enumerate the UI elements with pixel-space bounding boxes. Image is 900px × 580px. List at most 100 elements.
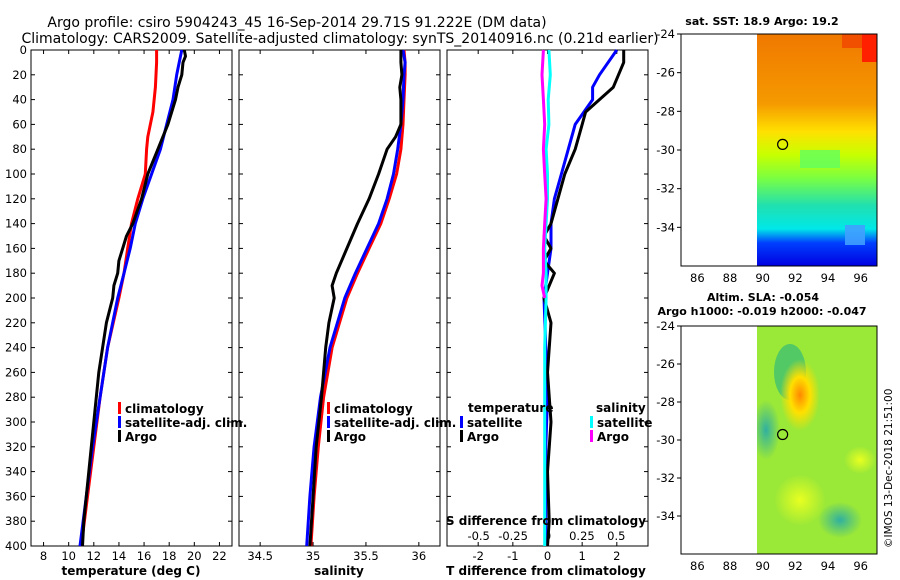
sst-map-lon-tick-label: 90 bbox=[755, 271, 770, 285]
profile-line-salinity-satellite-adj-clim- bbox=[305, 49, 407, 547]
x-tick-label: 1 bbox=[578, 549, 585, 563]
s-diff-tick-label: -0.5 bbox=[467, 529, 489, 543]
legend-label-argo: Argo bbox=[125, 430, 157, 444]
sla-map-lat-tick-label: -28 bbox=[656, 395, 675, 409]
difference-legend: temperature satellite Argo salinity sate… bbox=[460, 401, 652, 444]
sla-map bbox=[680, 325, 878, 555]
difference-top-xlabel: S difference from climatology bbox=[446, 514, 646, 528]
legend-title-temperature: temperature bbox=[468, 401, 553, 415]
sla-map-subtitle: Argo h1000: -0.019 h2000: -0.047 bbox=[657, 305, 866, 318]
legend-swatch-argo bbox=[327, 430, 330, 442]
series-layer bbox=[78, 49, 626, 547]
x-tick-label: 22 bbox=[212, 549, 227, 563]
s-diff-tick-label: -0.25 bbox=[498, 529, 528, 543]
depth-tick-label: 160 bbox=[5, 241, 27, 255]
sla-blob-low bbox=[757, 400, 780, 460]
x-tick-label: -1 bbox=[507, 549, 518, 563]
legend-label-temp-argo: Argo bbox=[467, 430, 499, 444]
sst-green-patch bbox=[800, 150, 840, 168]
sla-argo-position-marker bbox=[777, 428, 789, 441]
legend-swatch-climatology bbox=[327, 402, 330, 414]
legend-label-climatology: climatology bbox=[334, 402, 413, 416]
sla-map-lon-tick-label: 92 bbox=[788, 559, 803, 573]
sla-map-lon-tick-label: 96 bbox=[853, 559, 868, 573]
depth-tick-label: 300 bbox=[5, 415, 27, 429]
legend-swatch-temp-argo bbox=[460, 430, 463, 442]
x-tick-label: 35 bbox=[306, 549, 321, 563]
profile-line-temperature-argo bbox=[81, 49, 187, 547]
sla-map-title: Altim. SLA: -0.054 bbox=[707, 291, 819, 304]
legend-label-temp-satellite: satellite bbox=[467, 416, 522, 430]
sla-map-lon-tick-label: 86 bbox=[690, 559, 705, 573]
x-tick-label: 34.5 bbox=[247, 549, 273, 563]
temperature-legend: climatology satellite-adj. clim. Argo bbox=[118, 402, 247, 444]
sst-map-lat-tick-label: -28 bbox=[656, 104, 675, 118]
legend-swatch-satellite bbox=[118, 416, 121, 428]
x-tick-label: 12 bbox=[86, 549, 101, 563]
depth-tick-label: 340 bbox=[5, 465, 27, 479]
legend-label-satellite: satellite-adj. clim. bbox=[125, 416, 247, 430]
sla-map-lat-tick-label: -34 bbox=[656, 509, 675, 523]
temperature-panel bbox=[30, 49, 233, 547]
sla-map-frame bbox=[680, 325, 878, 555]
depth-tick-label: 180 bbox=[5, 266, 27, 280]
legend-swatch-climatology bbox=[118, 402, 121, 414]
profile-line-salinity-argo bbox=[540, 49, 548, 299]
sst-map-lon-tick-label: 94 bbox=[821, 271, 836, 285]
legend-swatch-sal-argo bbox=[590, 430, 593, 442]
depth-tick-label: 80 bbox=[12, 142, 27, 156]
axes-layer: 0204060801001201401601802002202402602803… bbox=[5, 27, 868, 573]
legend-title-salinity: salinity bbox=[596, 401, 646, 415]
sst-map-lat-tick-label: -24 bbox=[656, 27, 675, 41]
legend-label-climatology: climatology bbox=[125, 402, 204, 416]
profile-line-temperature-satellite bbox=[542, 49, 619, 546]
depth-tick-label: 320 bbox=[5, 440, 27, 454]
sst-map-title: sat. SST: 18.9 Argo: 19.2 bbox=[685, 15, 838, 28]
depth-tick-label: 260 bbox=[5, 365, 27, 379]
sla-map-lon-tick-label: 94 bbox=[821, 559, 836, 573]
depth-tick-label: 40 bbox=[12, 93, 27, 107]
sla-map-lat-tick-label: -24 bbox=[656, 319, 675, 333]
sla-blob-teal bbox=[818, 502, 862, 538]
depth-tick-label: 240 bbox=[5, 341, 27, 355]
sst-map-lon-tick-label: 88 bbox=[723, 271, 738, 285]
sst-map-frame bbox=[680, 33, 878, 267]
sst-blue-patch bbox=[845, 225, 865, 245]
salinity-xlabel: salinity bbox=[314, 564, 364, 578]
depth-tick-label: 120 bbox=[5, 192, 27, 206]
x-tick-label: 16 bbox=[137, 549, 152, 563]
legend-swatch-argo bbox=[118, 430, 121, 442]
profile-line-salinity-climatology bbox=[309, 49, 407, 547]
sla-map-lon-tick-label: 90 bbox=[755, 559, 770, 573]
legend-label-sal-satellite: satellite bbox=[597, 416, 652, 430]
depth-tick-label: 60 bbox=[12, 117, 27, 131]
depth-tick-label: 140 bbox=[5, 217, 27, 231]
sst-map-lat-tick-label: -34 bbox=[656, 220, 675, 234]
legend-swatch-temp-satellite bbox=[460, 416, 463, 428]
difference-xlabel: T difference from climatology bbox=[446, 564, 646, 578]
sst-map-lat-tick-label: -32 bbox=[656, 182, 675, 196]
sla-blob-light bbox=[774, 474, 826, 526]
depth-tick-label: 200 bbox=[5, 291, 27, 305]
sst-map-land bbox=[681, 34, 757, 266]
sla-map-lon-tick-label: 88 bbox=[723, 559, 738, 573]
depth-tick-label: 400 bbox=[5, 539, 27, 553]
sst-map-lon-tick-label: 86 bbox=[690, 271, 705, 285]
sst-map-lon-tick-label: 96 bbox=[853, 271, 868, 285]
depth-tick-label: 380 bbox=[5, 514, 27, 528]
sla-blob-yellow bbox=[844, 446, 876, 474]
legend-swatch-satellite bbox=[327, 416, 330, 428]
s-diff-tick-label: 0.25 bbox=[569, 529, 595, 543]
sst-hot-patch bbox=[862, 34, 877, 62]
credit-text: ©IMOS 13-Dec-2018 21:51:00 bbox=[883, 389, 895, 548]
title-line-2: Climatology: CARS2009. Satellite-adjuste… bbox=[21, 31, 658, 47]
legend-swatch-sal-satellite bbox=[590, 416, 593, 428]
depth-tick-label: 280 bbox=[5, 390, 27, 404]
x-tick-label: 20 bbox=[187, 549, 202, 563]
legend-label-argo: Argo bbox=[334, 430, 366, 444]
salinity-legend: climatology satellite-adj. clim. Argo bbox=[327, 402, 456, 444]
depth-tick-label: 20 bbox=[12, 68, 27, 82]
x-tick-label: 36 bbox=[412, 549, 427, 563]
sla-blob-high bbox=[780, 359, 820, 431]
